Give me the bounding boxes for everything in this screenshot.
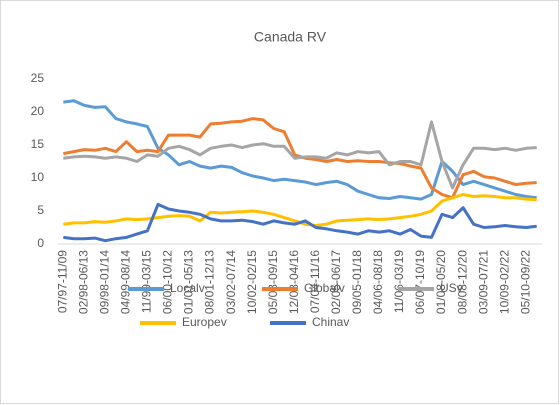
x-tick-label: 02/05-06/17 xyxy=(329,250,343,314)
legend-label: USv xyxy=(440,281,463,295)
y-tick-label: 0 xyxy=(37,236,44,250)
x-tick-label: 10/09-02/22 xyxy=(497,250,511,314)
legend-label: Europev xyxy=(182,315,227,329)
x-tick-label: 07/04-11/16 xyxy=(308,250,322,313)
x-tick-label: 09/05-01/18 xyxy=(350,250,364,314)
line-series xyxy=(63,120,537,190)
x-tick-label: 04/06-08/18 xyxy=(371,250,385,314)
x-tick-label: 03/09-07/21 xyxy=(476,250,490,314)
x-tick-label: 07/97-11/09 xyxy=(55,250,69,313)
x-tick-label: 08/01-12/13 xyxy=(203,250,217,314)
y-tick-label: 5 xyxy=(37,203,44,217)
x-tick-label: 11/99-03/15 xyxy=(140,250,154,313)
legend-label: Globalv xyxy=(304,281,345,295)
x-tick-label: 12/03-04/16 xyxy=(287,250,301,314)
x-tick-label: 01/01-05/13 xyxy=(182,250,196,314)
x-tick-label: 09/98-01/14 xyxy=(98,250,112,314)
x-tick-label: 05/10-09/22 xyxy=(518,250,532,314)
line-series xyxy=(63,202,537,243)
x-tick-label: 04/99-08/14 xyxy=(119,250,133,314)
chart-title: Canada RV xyxy=(254,29,327,45)
x-tick-label: 10/02-02/15 xyxy=(245,250,259,314)
x-tick-label: 01/08-05/20 xyxy=(434,250,448,314)
y-tick-label: 15 xyxy=(31,137,45,151)
x-tick-label: 08/08-12/20 xyxy=(455,250,469,314)
legend-label: Localv xyxy=(170,281,205,295)
x-tick-label: 02/98-06/13 xyxy=(76,250,90,314)
x-tick-label: 06/00-10/12 xyxy=(161,250,175,314)
x-tick-label: 11/06-03/19 xyxy=(392,250,406,313)
x-tick-label: 05/03-09/15 xyxy=(266,250,280,314)
y-tick-label: 10 xyxy=(31,170,45,184)
y-tick-label: 20 xyxy=(31,104,45,118)
x-tick-label: 06/07-10/19 xyxy=(413,250,427,314)
y-tick-label: 25 xyxy=(31,71,45,85)
x-tick-label: 03/02-07/14 xyxy=(224,250,238,314)
legend-label: Chinav xyxy=(312,315,349,329)
